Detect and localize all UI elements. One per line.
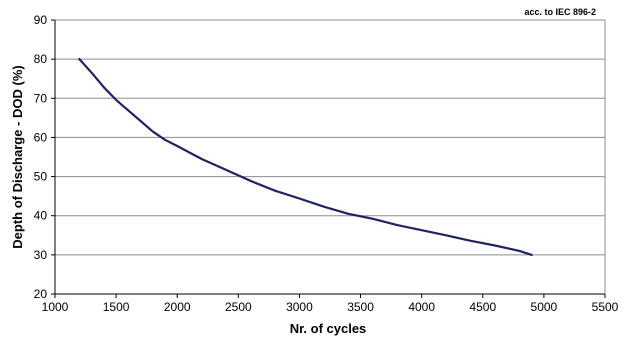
x-tick-label: 1500 (103, 300, 130, 314)
y-tick-label: 80 (34, 52, 48, 66)
y-tick-label: 60 (34, 130, 48, 144)
y-tick-label: 30 (34, 248, 48, 262)
tick-labels: 20 30 40 50 60 70 80 90 1000 1500 2000 2500 3000 3500… (34, 13, 619, 314)
annotation: acc. to IEC 896-2 (524, 7, 596, 17)
x-tick-label: 4500 (469, 300, 496, 314)
x-tick-label: 4000 (408, 300, 435, 314)
y-tick-label: 50 (34, 170, 48, 184)
x-tick-label: 2000 (164, 300, 191, 314)
x-tick-label: 5500 (592, 300, 619, 314)
x-axis-title: Nr. of cycles (290, 321, 367, 336)
axes (51, 19, 606, 298)
series-line-0 (78, 57, 533, 256)
y-tick-label: 70 (34, 91, 48, 105)
x-tick-label: 3000 (286, 300, 313, 314)
series-layer (78, 57, 533, 256)
y-axis-title: Depth of Discharge - DOD (%) (10, 65, 25, 248)
x-tick-label: 2500 (225, 300, 252, 314)
x-tick-label: 3500 (347, 300, 374, 314)
y-tick-label: 90 (34, 13, 48, 27)
x-tick-label: 1000 (42, 300, 69, 314)
y-tick-label: 20 (34, 287, 48, 301)
y-tick-label: 40 (34, 209, 48, 223)
x-tick-label: 5000 (531, 300, 558, 314)
grid (55, 19, 605, 256)
